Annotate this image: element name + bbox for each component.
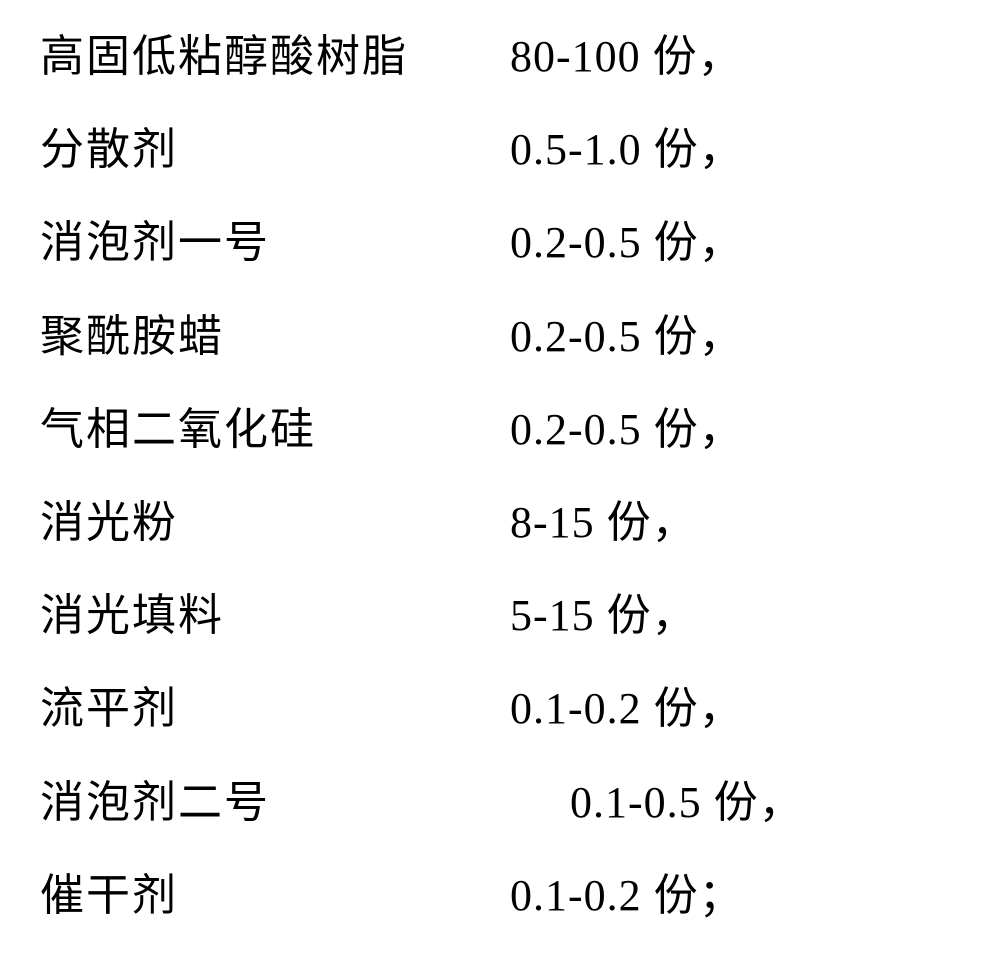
ingredient-value: 0.2-0.5 份， <box>510 206 744 270</box>
ingredient-row: 消泡剂二号 0.1-0.5 份， <box>40 766 960 859</box>
label-column: 消光粉 <box>40 486 510 550</box>
label-column: 聚酰胺蜡 <box>40 300 510 364</box>
label-column: 消光填料 <box>40 579 510 643</box>
ingredient-value: 0.1-0.2 份， <box>510 672 744 736</box>
ingredient-label: 流平剂 <box>40 684 178 733</box>
ingredient-label: 聚酰胺蜡 <box>40 312 224 361</box>
label-column: 催干剂 <box>40 859 510 923</box>
ingredient-label: 催干剂 <box>40 871 178 920</box>
ingredient-value: 0.1-0.5 份， <box>570 766 804 830</box>
label-column: 消泡剂二号 <box>40 766 510 830</box>
ingredient-row: 分散剂 0.5-1.0 份， <box>40 113 960 206</box>
label-column: 流平剂 <box>40 672 510 736</box>
ingredient-row: 聚酰胺蜡 0.2-0.5 份， <box>40 300 960 393</box>
ingredient-label: 消光粉 <box>40 498 178 547</box>
ingredient-row: 高固低粘醇酸树脂 80-100 份， <box>40 20 960 113</box>
ingredient-value: 0.2-0.5 份， <box>510 300 744 364</box>
ingredient-label: 消泡剂二号 <box>40 778 270 827</box>
ingredient-value: 8-15 份， <box>510 486 697 550</box>
ingredient-value: 0.2-0.5 份， <box>510 393 744 457</box>
ingredient-label: 气相二氧化硅 <box>40 405 316 454</box>
ingredient-label: 消泡剂一号 <box>40 218 270 267</box>
ingredient-row: 催干剂 0.1-0.2 份； <box>40 859 960 952</box>
ingredient-value: 5-15 份， <box>510 579 697 643</box>
ingredient-row: 消光粉 8-15 份， <box>40 486 960 579</box>
ingredient-value: 0.1-0.2 份； <box>510 859 744 923</box>
ingredient-row: 消泡剂一号 0.2-0.5 份， <box>40 206 960 299</box>
ingredient-row: 气相二氧化硅 0.2-0.5 份， <box>40 393 960 486</box>
ingredient-row: 流平剂 0.1-0.2 份， <box>40 672 960 765</box>
label-column: 气相二氧化硅 <box>40 393 510 457</box>
ingredient-value: 80-100 份， <box>510 20 743 84</box>
ingredient-row: 消光填料 5-15 份， <box>40 579 960 672</box>
ingredient-value: 0.5-1.0 份， <box>510 113 744 177</box>
label-column: 高固低粘醇酸树脂 <box>40 20 510 84</box>
ingredient-label: 分散剂 <box>40 125 178 174</box>
ingredient-label: 消光填料 <box>40 591 224 640</box>
label-column: 分散剂 <box>40 113 510 177</box>
ingredient-label: 高固低粘醇酸树脂 <box>40 32 408 81</box>
label-column: 消泡剂一号 <box>40 206 510 270</box>
